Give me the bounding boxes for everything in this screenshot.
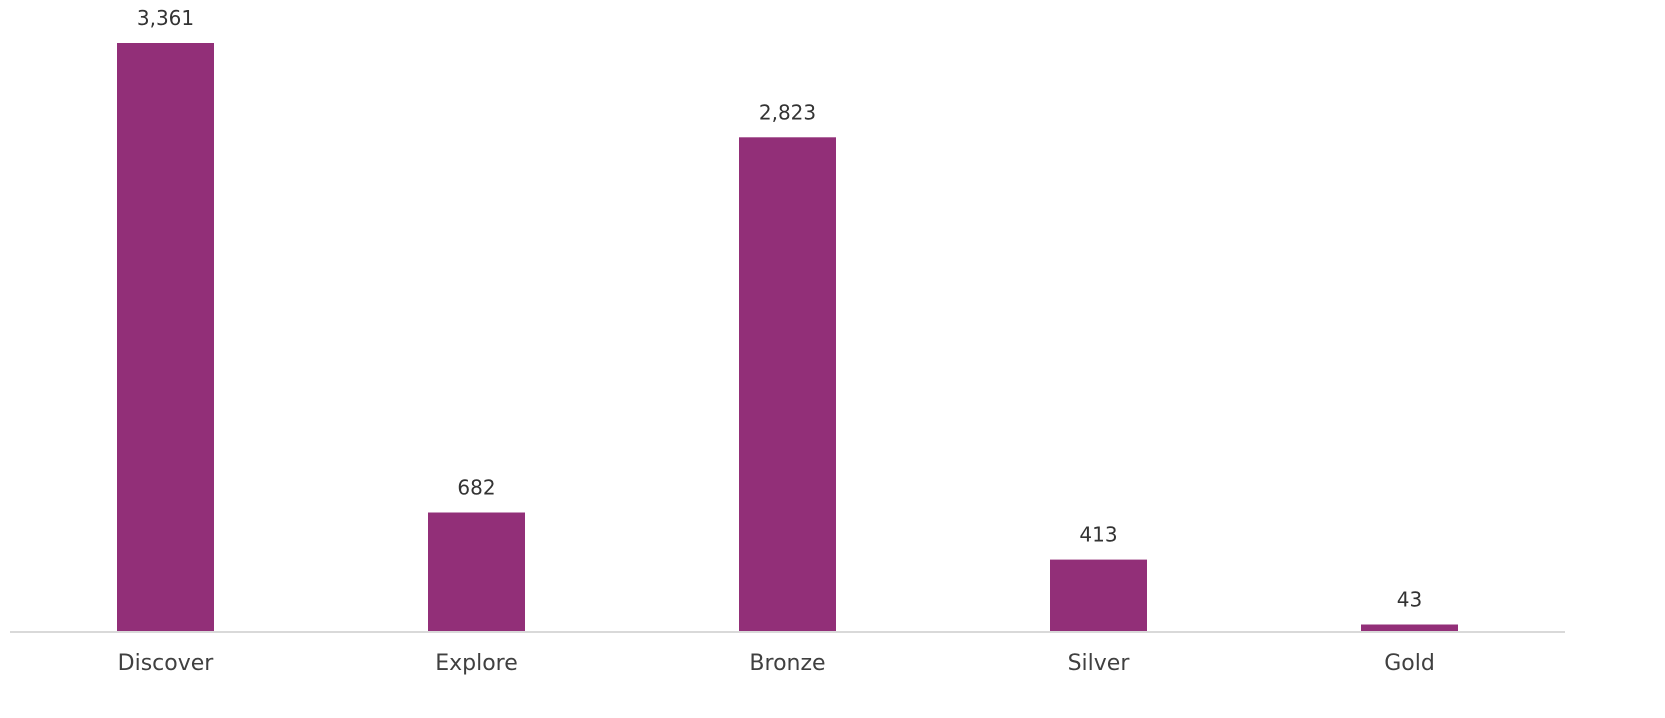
bar-discover <box>117 43 214 632</box>
category-label-silver: Silver <box>1068 651 1131 676</box>
category-labels-group: Discover Explore Bronze Silver Gold <box>118 651 1435 676</box>
bars-group <box>117 43 1458 633</box>
category-label-bronze: Bronze <box>749 651 825 676</box>
bar-gold <box>1361 624 1458 632</box>
value-label-silver: 413 <box>1079 523 1117 547</box>
value-label-discover: 3,361 <box>137 6 194 30</box>
category-label-discover: Discover <box>118 651 215 676</box>
bar-bronze <box>739 137 836 633</box>
category-label-explore: Explore <box>435 651 518 676</box>
bar-explore <box>428 512 525 632</box>
value-label-gold: 43 <box>1397 588 1422 612</box>
bar-silver <box>1050 559 1147 632</box>
value-labels-group: 3,361 682 2,823 413 43 <box>137 6 1422 612</box>
value-label-explore: 682 <box>457 476 495 500</box>
category-label-gold: Gold <box>1384 651 1435 676</box>
value-label-bronze: 2,823 <box>759 100 816 124</box>
